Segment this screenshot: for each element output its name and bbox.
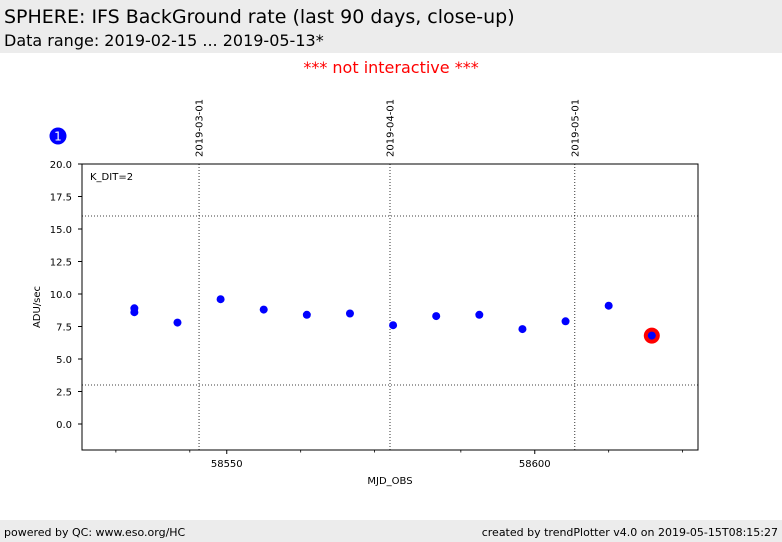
y-tick-label: 15.0 <box>50 225 72 236</box>
data-point <box>518 325 527 334</box>
k-dit-annotation: K_DIT=2 <box>90 172 133 183</box>
y-tick-label: 12.5 <box>50 258 72 269</box>
x-tick-label: 58550 <box>211 459 243 470</box>
data-point <box>647 331 656 340</box>
page-title: SPHERE: IFS BackGround rate (last 90 day… <box>4 6 515 28</box>
date-marker-label: 2019-04-01 <box>386 99 397 157</box>
data-point <box>216 295 225 304</box>
y-tick-label: 20.0 <box>50 160 72 171</box>
data-point <box>302 310 311 319</box>
data-point <box>389 321 398 330</box>
y-tick-label: 5.0 <box>56 355 72 366</box>
powered-by-text: powered by QC: www.eso.org/HC <box>4 526 186 539</box>
series-badge-circle <box>49 127 67 145</box>
data-point <box>432 312 441 321</box>
date-marker-label: 2019-03-01 <box>195 99 206 157</box>
plot-frame <box>81 163 699 451</box>
y-tick-label: 2.5 <box>56 388 72 399</box>
y-tick-label: 7.5 <box>56 323 72 334</box>
series-badge-label: 1 <box>54 130 62 144</box>
x-axis-label: MJD_OBS <box>367 476 412 487</box>
y-tick-label: 0.0 <box>56 420 72 431</box>
data-point <box>475 310 484 319</box>
y-tick-label: 10.0 <box>50 290 72 301</box>
x-tick-label: 58600 <box>519 459 551 470</box>
data-point <box>173 318 182 327</box>
not-interactive-notice: *** not interactive *** <box>303 58 479 77</box>
data-point <box>130 308 139 317</box>
data-range-subtitle: Data range: 2019-02-15 ... 2019-05-13* <box>4 31 324 50</box>
footer-bar: powered by QC: www.eso.org/HC created by… <box>0 520 782 542</box>
y-axis-label: ADU/sec <box>32 286 43 328</box>
created-by-text: created by trendPlotter v4.0 on 2019-05-… <box>481 526 778 539</box>
data-point <box>604 301 613 310</box>
date-marker-label: 2019-05-01 <box>570 99 581 157</box>
data-point <box>561 317 570 326</box>
y-tick-label: 17.5 <box>50 193 72 204</box>
data-point <box>345 309 354 318</box>
data-point <box>259 305 268 314</box>
header-bar: SPHERE: IFS BackGround rate (last 90 day… <box>0 0 782 53</box>
